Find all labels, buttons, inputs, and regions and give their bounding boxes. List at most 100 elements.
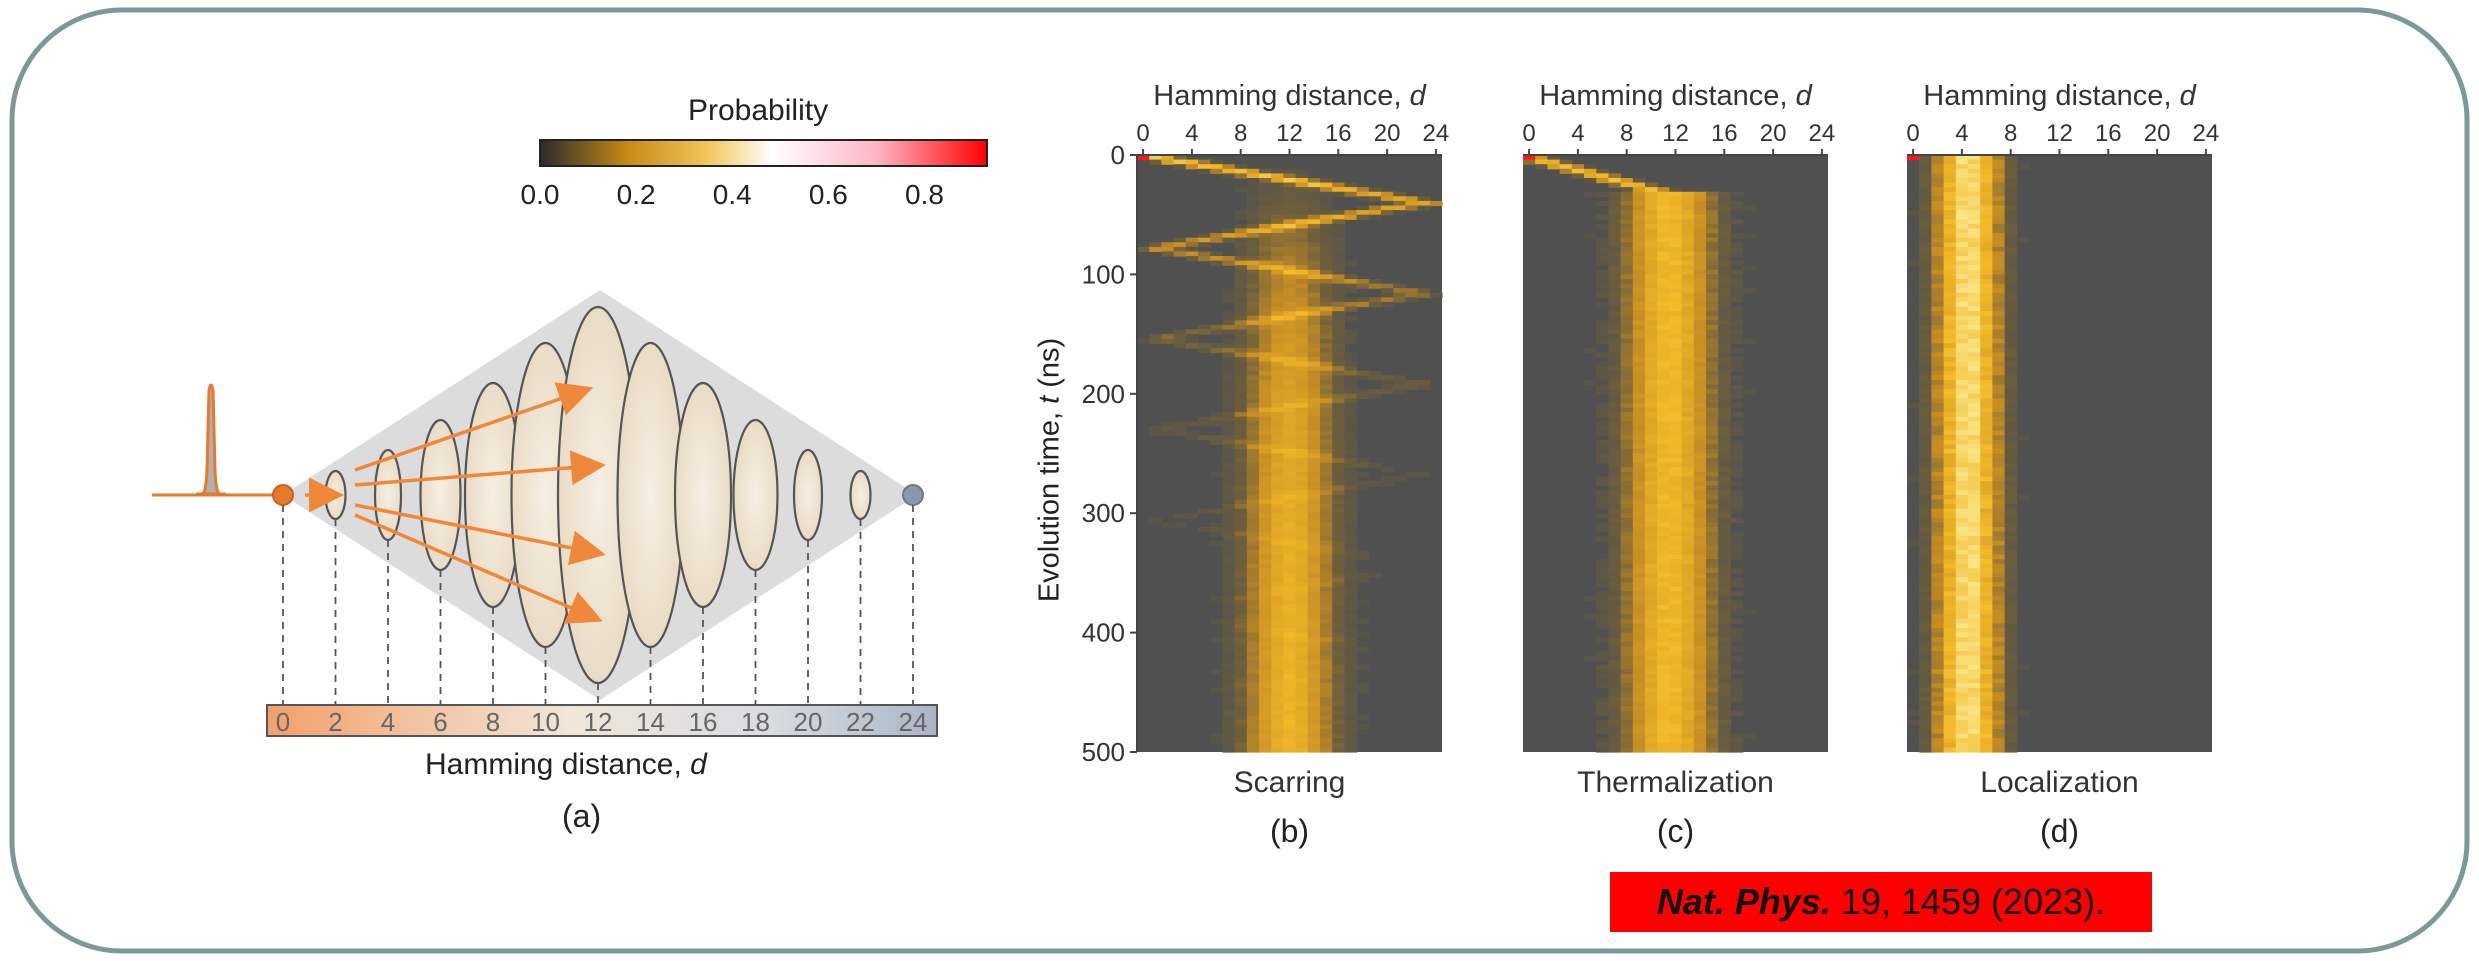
- heatmap-cell: [1271, 664, 1284, 670]
- heatmap-cell: [1295, 490, 1309, 496]
- heatmap-cell: [1632, 334, 1646, 340]
- heatmap-cell: [1283, 292, 1297, 298]
- heatmap-cell: [1706, 352, 1719, 358]
- heatmap-cell: [1608, 683, 1622, 689]
- heatmap-cell: [1246, 655, 1260, 661]
- heatmap-cell: [1980, 504, 1993, 510]
- heatmap-cell: [1706, 696, 1719, 703]
- heatmap-cell: [1271, 490, 1284, 496]
- heatmap-cell: [2004, 228, 2018, 234]
- heatmap-cell: [1919, 448, 1932, 455]
- heatmap-cell: [1968, 494, 1981, 501]
- heatmap-cell: [1332, 357, 1345, 363]
- heatmap-cell: [1259, 678, 1272, 684]
- heatmap-cell: [1320, 650, 1333, 657]
- heatmap-cell: [2004, 219, 2018, 225]
- heatmap-cell: [1320, 582, 1333, 588]
- heatmap-cell: [1968, 522, 1981, 528]
- heatmap-cell: [1632, 242, 1646, 248]
- heatmap-cell: [1968, 733, 1981, 739]
- heatmap-cell: [2004, 724, 2018, 730]
- heatmap-cell: [1295, 228, 1309, 234]
- heatmap-cell: [1992, 742, 2006, 749]
- heatmap-cell: [1307, 485, 1321, 491]
- heatmap-cell: [1980, 706, 1993, 712]
- heatmap-cell: [1730, 421, 1744, 427]
- heatmap-cell: [1730, 646, 1744, 652]
- heatmap-cell: [1234, 504, 1248, 510]
- heatmap-cell: [1980, 568, 1993, 574]
- heatmap-cell: [1596, 673, 1609, 680]
- heatmap-cell: [1931, 504, 1945, 510]
- heatmap-cell: [1992, 210, 2006, 216]
- heatmap-cell: [1693, 733, 1707, 739]
- heatmap-cell: [1919, 673, 1932, 680]
- heatmap-cell: [1919, 623, 1932, 629]
- heatmap-cell: [1283, 494, 1297, 501]
- heatmap-cell: [1931, 609, 1945, 615]
- heatmap-cell: [1234, 494, 1248, 501]
- heatmap-cell: [1608, 669, 1622, 675]
- heatmap-cell: [1295, 577, 1309, 583]
- heatmap-cell: [1730, 742, 1744, 749]
- heatmap-cell: [1320, 673, 1333, 680]
- heatmap-cell: [1246, 724, 1260, 730]
- heatmap-cell: [2004, 637, 2018, 643]
- heatmap-cell: [1980, 545, 1993, 551]
- heatmap-cell: [1919, 637, 1932, 643]
- heatmap-cell: [1222, 683, 1236, 689]
- heatmap-cell: [1657, 448, 1670, 455]
- heatmap-cell: [1980, 517, 1993, 523]
- heatmap-cell: [1632, 545, 1646, 551]
- reference-citation[interactable]: Nat. Phys. 19, 1459 (2023).: [1610, 872, 2152, 932]
- heatmap-cell: [2004, 577, 2018, 583]
- heatmap-cell: [1681, 402, 1695, 409]
- heatmap-cell: [1283, 623, 1297, 629]
- heatmap-cell: [1620, 536, 1634, 542]
- heatmap-cell: [1173, 237, 1187, 243]
- heatmap-cell: [1693, 205, 1707, 211]
- heatmap-cell: [1259, 256, 1272, 262]
- heatmap-cell: [1955, 701, 1969, 707]
- heatmap-cell: [1608, 591, 1622, 597]
- heatmap-cell: [1271, 628, 1284, 634]
- heatmap-cell: [1344, 499, 1358, 505]
- heatmap-cell: [1283, 696, 1297, 703]
- heatmap-cell: [1992, 614, 2006, 620]
- heatmap-cell: [1571, 168, 1585, 174]
- heatmap-cell: [1645, 591, 1658, 597]
- heatmap-cell: [1706, 421, 1719, 427]
- heatmap-cell: [1246, 628, 1260, 634]
- heatmap-cell: [1620, 458, 1634, 464]
- heatmap-cell: [1980, 366, 1993, 372]
- heatmap-cell: [1992, 664, 2006, 670]
- heatmap-cell: [1919, 490, 1932, 496]
- heatmap-cell: [1657, 559, 1670, 565]
- heatmap-cell: [1608, 526, 1622, 533]
- heatmap-cell: [1596, 329, 1609, 335]
- heatmap-cell: [1295, 696, 1309, 703]
- heatmap-cell: [1620, 641, 1634, 647]
- heatmap-cell: [1992, 458, 2006, 464]
- heatmap-cell: [1657, 481, 1670, 487]
- heatmap-cell: [1283, 210, 1297, 216]
- heatmap-cell: [1259, 724, 1272, 730]
- x-tick-8: 8: [2004, 120, 2017, 147]
- heatmap-cell: [1307, 402, 1321, 409]
- heatmap-cell: [1992, 618, 2006, 625]
- heatmap-cell: [1632, 614, 1646, 620]
- heatmap-cell: [1149, 159, 1162, 165]
- heatmap-cell: [1943, 540, 1957, 546]
- heatmap-cell: [1320, 467, 1333, 473]
- heatmap-cell: [1222, 582, 1236, 588]
- heatmap-cell: [1332, 430, 1345, 436]
- heatmap-cell: [1657, 687, 1670, 693]
- heatmap-cell: [1295, 297, 1309, 303]
- heatmap-cell: [1356, 572, 1370, 579]
- heatmap-cell: [1693, 687, 1707, 693]
- heatmap-cell: [1271, 517, 1284, 523]
- heatmap-cell: [1669, 324, 1683, 331]
- heatmap-cell: [1931, 471, 1945, 478]
- heatmap-cell: [1620, 467, 1634, 473]
- heatmap-cell: [2004, 710, 2018, 716]
